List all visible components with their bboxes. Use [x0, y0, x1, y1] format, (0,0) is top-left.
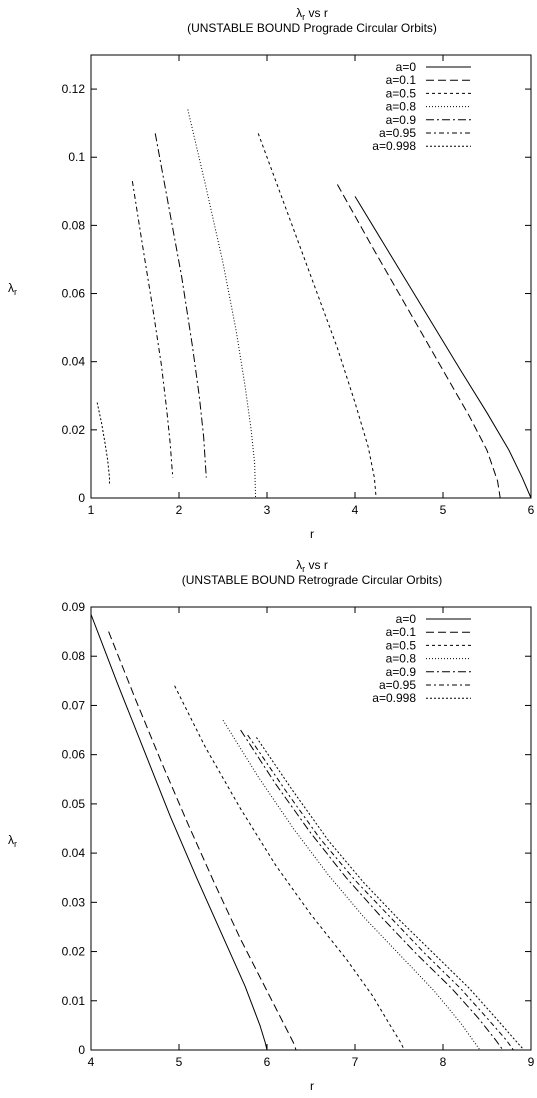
y-tick-label: 0.06 — [62, 287, 86, 301]
y-tick-label: 0.08 — [62, 218, 86, 232]
y-tick-label: 0.04 — [62, 355, 86, 369]
series-line-a-0 — [90, 614, 268, 1051]
y-tick-label: 0.08 — [62, 649, 86, 663]
y-tick-label: 0.04 — [62, 846, 86, 860]
legend-label: a=0.1 — [386, 73, 417, 87]
y-tick-label: 0.02 — [62, 423, 86, 437]
x-tick-label: 6 — [264, 1055, 271, 1069]
legend-label: a=0.998 — [372, 139, 416, 153]
series-line-a-0-1 — [108, 631, 297, 1051]
y-tick-label: 0.01 — [62, 994, 86, 1008]
legend-label: a=0.9 — [386, 113, 417, 127]
legend-label: a=0.998 — [372, 691, 416, 705]
series-line-a-0-9 — [154, 133, 207, 478]
legend-label: a=0.95 — [379, 126, 416, 140]
x-tick-label: 5 — [176, 1055, 183, 1069]
x-tick-label: 1 — [88, 503, 95, 517]
series-line-a-0-5 — [174, 685, 405, 1051]
y-tick-label: 0.05 — [62, 797, 86, 811]
y-tick-label: 0.03 — [62, 895, 86, 909]
series-line-a-0-998 — [256, 737, 525, 1051]
x-tick-label: 3 — [264, 503, 271, 517]
chart-title: λr vs r — [296, 6, 328, 22]
legend-label: a=0.95 — [379, 678, 416, 692]
legend-label: a=0.1 — [386, 625, 417, 639]
x-tick-label: 2 — [176, 503, 183, 517]
y-tick-label: 0 — [78, 491, 85, 505]
chart-subtitle: (UNSTABLE BOUND Prograde Circular Orbits… — [187, 21, 437, 35]
x-tick-label: 5 — [440, 503, 447, 517]
legend-label: a=0.5 — [386, 86, 417, 100]
x-tick-label: 6 — [528, 503, 535, 517]
series-line-a-0-5 — [257, 133, 377, 499]
series-line-a-0-9 — [240, 729, 504, 1051]
y-axis-label: λr — [8, 833, 17, 849]
series-line-a-0 — [354, 196, 532, 499]
y-tick-label: 0.07 — [62, 698, 86, 712]
x-axis-label: r — [310, 527, 314, 541]
x-tick-label: 9 — [528, 1055, 535, 1069]
legend-label: a=0.8 — [386, 100, 417, 114]
x-tick-label: 4 — [352, 503, 359, 517]
y-axis-label: λr — [8, 281, 17, 297]
series-line-a-0-998 — [96, 402, 110, 485]
chart-title: λr vs r — [296, 558, 328, 574]
legend-label: a=0 — [396, 60, 417, 74]
legend-label: a=0 — [396, 612, 417, 626]
series-line-a-0-1 — [336, 184, 501, 499]
legend-label: a=0.9 — [386, 665, 417, 679]
series-line-a-0-95 — [131, 181, 174, 478]
prograde-chart: λr vs r (UNSTABLE BOUND Prograde Circula… — [8, 6, 535, 541]
retrograde-chart: λr vs r (UNSTABLE BOUND Retrograde Circu… — [8, 558, 535, 1093]
y-tick-label: 0.1 — [68, 150, 85, 164]
series-line-a-0-95 — [247, 734, 514, 1051]
y-tick-label: 0.09 — [62, 600, 86, 614]
plot-frame — [90, 606, 532, 1051]
y-tick-label: 0.12 — [62, 82, 86, 96]
x-tick-label: 4 — [88, 1055, 95, 1069]
series-line-a-0-8 — [187, 109, 257, 499]
plot-frame — [90, 54, 532, 499]
legend-label: a=0.5 — [386, 638, 417, 652]
x-axis-label: r — [310, 1079, 314, 1093]
series-line-a-0-8 — [222, 719, 481, 1051]
y-tick-label: 0.06 — [62, 748, 86, 762]
chart-subtitle: (UNSTABLE BOUND Retrograde Circular Orbi… — [182, 573, 443, 587]
x-tick-label: 8 — [440, 1055, 447, 1069]
legend-label: a=0.8 — [386, 652, 417, 666]
y-tick-label: 0 — [78, 1043, 85, 1057]
x-tick-label: 7 — [352, 1055, 359, 1069]
y-tick-label: 0.02 — [62, 945, 86, 959]
